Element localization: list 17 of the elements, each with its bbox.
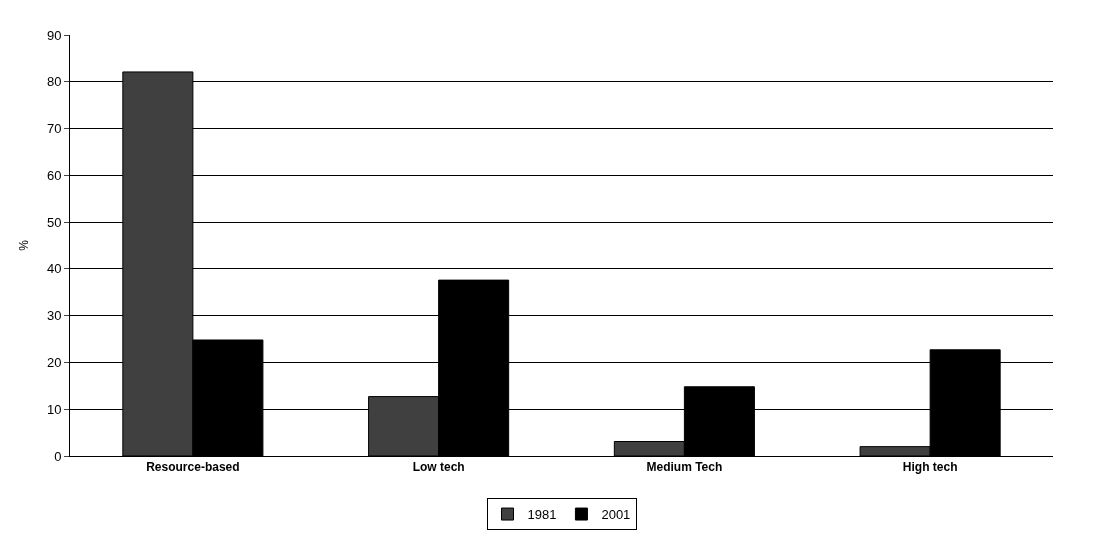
y-tick-label: 10 (46, 401, 62, 417)
y-tick-label: 40 (46, 261, 62, 277)
x-tick-label: High tech (902, 460, 958, 475)
y-tick-label: 50 (46, 214, 62, 230)
y-tick-label: 30 (46, 308, 62, 324)
legend-label: 2001 (601, 507, 631, 523)
legend-label: 1981 (527, 507, 557, 523)
y-axis-title: % (17, 239, 32, 251)
x-tick-label: Low tech (412, 460, 465, 475)
x-tick-label: Medium Tech (646, 460, 723, 475)
x-tick-label: Resource-based (146, 460, 240, 475)
y-tick-label: 80 (46, 74, 62, 90)
y-tick-label: 70 (46, 121, 62, 137)
y-tick-label: 60 (46, 167, 62, 183)
y-tick-label: 90 (46, 27, 62, 43)
y-tick-label: 20 (46, 354, 62, 370)
y-tick-label: 0 (54, 448, 62, 464)
